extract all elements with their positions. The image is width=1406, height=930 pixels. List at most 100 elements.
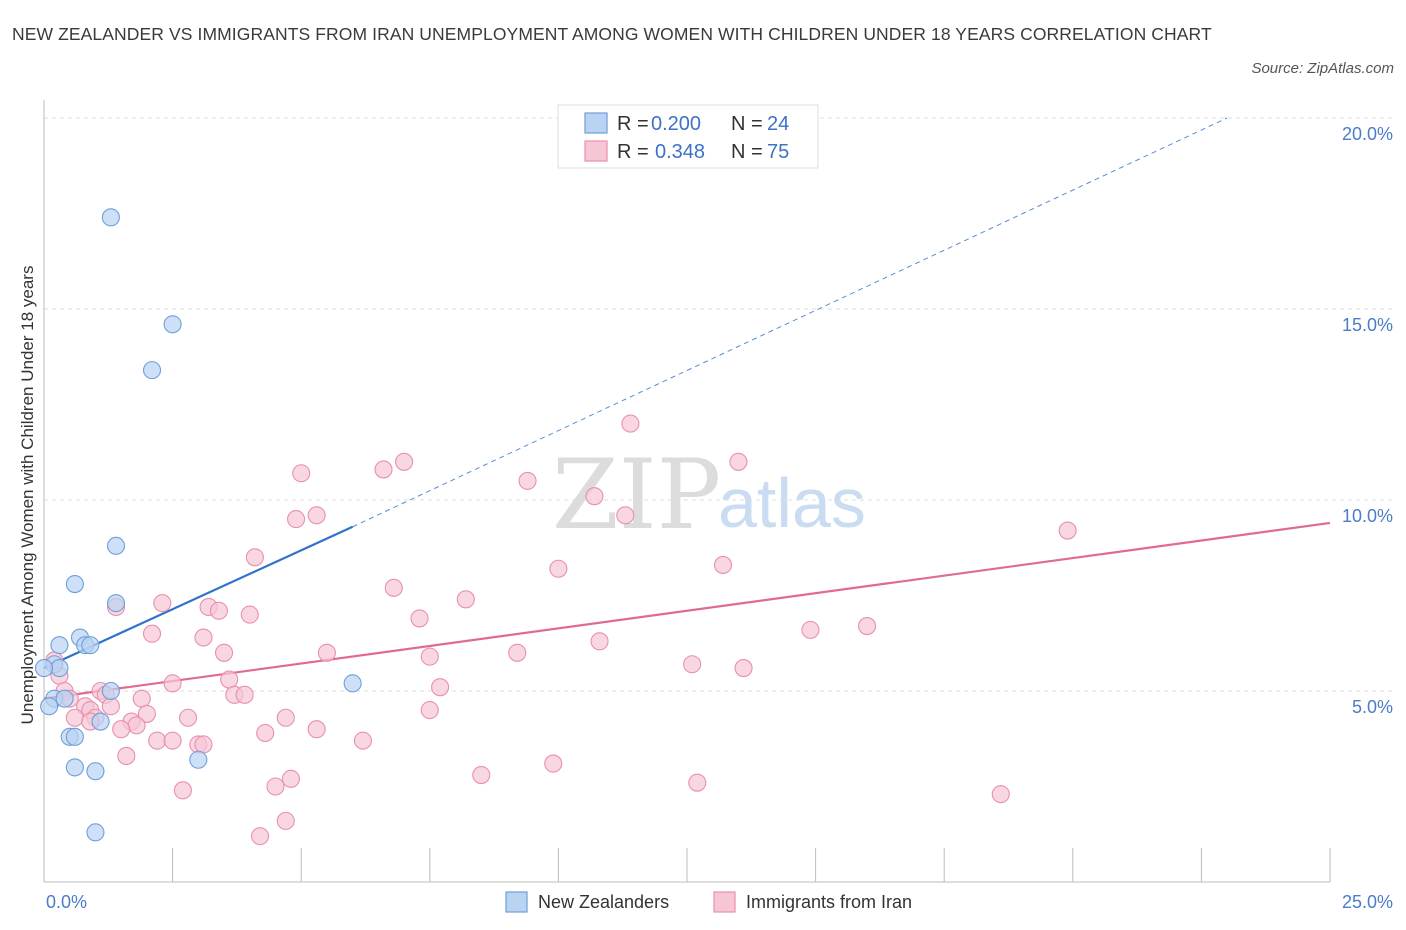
iran-point bbox=[137, 704, 156, 723]
iran-point bbox=[549, 559, 568, 578]
iran-point bbox=[688, 773, 707, 792]
iran-point bbox=[163, 731, 182, 750]
nz-trend-extension bbox=[352, 117, 1228, 528]
nz-point bbox=[65, 574, 84, 594]
nz-point bbox=[106, 536, 126, 555]
iran-point bbox=[420, 647, 439, 666]
legend-r-label-nz: R = bbox=[617, 113, 649, 135]
series-legend: New Zealanders Immigrants from Iran bbox=[505, 891, 912, 913]
iran-point bbox=[472, 765, 491, 785]
nz-point bbox=[106, 594, 126, 613]
iran-point bbox=[431, 678, 450, 697]
iran-point bbox=[287, 510, 306, 529]
nz-point bbox=[34, 659, 54, 678]
iran-point bbox=[220, 670, 239, 689]
nz-point bbox=[189, 750, 208, 769]
iran-point bbox=[142, 624, 162, 643]
iran-point bbox=[395, 452, 414, 471]
iran-point bbox=[178, 708, 198, 727]
iran-point bbox=[256, 723, 275, 743]
x-tick-label: 25.0% bbox=[1342, 892, 1393, 912]
iran-point bbox=[127, 716, 146, 735]
trend-lines bbox=[43, 117, 1331, 700]
iran-point bbox=[153, 594, 172, 613]
iran-point bbox=[544, 754, 563, 773]
iran-point bbox=[384, 578, 403, 597]
iran-point bbox=[132, 689, 151, 708]
iran-point bbox=[194, 735, 213, 754]
iran-point bbox=[173, 781, 192, 800]
x-tick-labels: 0.0% 25.0% bbox=[46, 892, 1393, 912]
axes bbox=[43, 100, 1331, 883]
nz-point bbox=[163, 315, 182, 334]
iran-point bbox=[281, 769, 300, 788]
iran-point bbox=[857, 617, 877, 636]
legend-swatch-nz bbox=[584, 112, 608, 134]
grid-lines bbox=[44, 117, 1392, 692]
iran-point bbox=[266, 777, 285, 796]
legend-r-label-iran: R = bbox=[617, 141, 649, 163]
watermark-atlas: atlas bbox=[718, 464, 866, 542]
nz-point bbox=[65, 758, 84, 777]
iran-point bbox=[456, 590, 475, 609]
legend-n-value-iran: 75 bbox=[767, 141, 789, 163]
iran-point bbox=[518, 471, 537, 490]
nz-point bbox=[101, 208, 120, 227]
series-swatch-iran bbox=[713, 891, 736, 913]
iran-point bbox=[410, 609, 429, 628]
iran-point bbox=[214, 643, 234, 662]
nz-point bbox=[343, 674, 362, 693]
iran-point bbox=[585, 487, 604, 506]
watermark-zip: ZIP bbox=[552, 439, 721, 551]
watermark: ZIP atlas bbox=[552, 439, 866, 551]
iran-point bbox=[374, 460, 393, 479]
legend-r-value-iran: 0.348 bbox=[655, 141, 705, 163]
y-tick-label: 5.0% bbox=[1352, 697, 1393, 717]
series-swatch-nz bbox=[505, 891, 528, 913]
correlation-legend: R = 0.200 N = 24 R = 0.348 N = 75 bbox=[557, 104, 819, 169]
nz-point bbox=[50, 659, 69, 678]
iran-point bbox=[245, 548, 264, 567]
nz-point bbox=[50, 636, 69, 655]
legend-n-label-nz: N = bbox=[731, 113, 763, 135]
iran-point bbox=[590, 632, 609, 651]
y-tick-labels: 5.0% 10.0% 15.0% 20.0% bbox=[1342, 124, 1393, 717]
source-note: Source: ZipAtlas.com bbox=[1251, 60, 1394, 77]
nz-point bbox=[86, 762, 105, 781]
iran-point bbox=[276, 811, 295, 830]
nz-point bbox=[55, 689, 74, 708]
series-label-nz: New Zealanders bbox=[538, 892, 669, 912]
nz-point bbox=[81, 636, 100, 655]
iran-trend-line bbox=[43, 521, 1331, 700]
legend-n-value-nz: 24 bbox=[767, 113, 789, 135]
iran-point bbox=[621, 414, 640, 433]
iran-point bbox=[209, 601, 228, 620]
iran-point bbox=[112, 720, 131, 739]
iran-point bbox=[235, 685, 254, 704]
x-tick-label: 0.0% bbox=[46, 892, 87, 912]
iran-point bbox=[307, 506, 326, 525]
iran-point bbox=[148, 731, 167, 750]
iran-point bbox=[683, 655, 702, 674]
chart-title: NEW ZEALANDER VS IMMIGRANTS FROM IRAN UN… bbox=[12, 24, 1212, 44]
iran-point bbox=[616, 506, 635, 525]
series-label-iran: Immigrants from Iran bbox=[746, 892, 912, 912]
y-tick-label: 10.0% bbox=[1342, 506, 1393, 526]
iran-point bbox=[713, 555, 733, 574]
nz-point bbox=[101, 681, 120, 701]
iran-point bbox=[1058, 521, 1077, 540]
iran-point bbox=[734, 659, 753, 678]
nz-point bbox=[91, 712, 110, 731]
iran-point bbox=[801, 620, 820, 639]
iran-point bbox=[250, 827, 270, 846]
iran-point bbox=[508, 643, 527, 662]
nz-point bbox=[65, 727, 84, 746]
legend-swatch-iran bbox=[584, 140, 608, 162]
nz-point bbox=[86, 823, 105, 842]
iran-point bbox=[420, 701, 439, 720]
nz-point bbox=[40, 697, 59, 716]
iran-point bbox=[240, 605, 259, 624]
iran-point bbox=[353, 731, 372, 750]
nz-point bbox=[142, 361, 162, 380]
